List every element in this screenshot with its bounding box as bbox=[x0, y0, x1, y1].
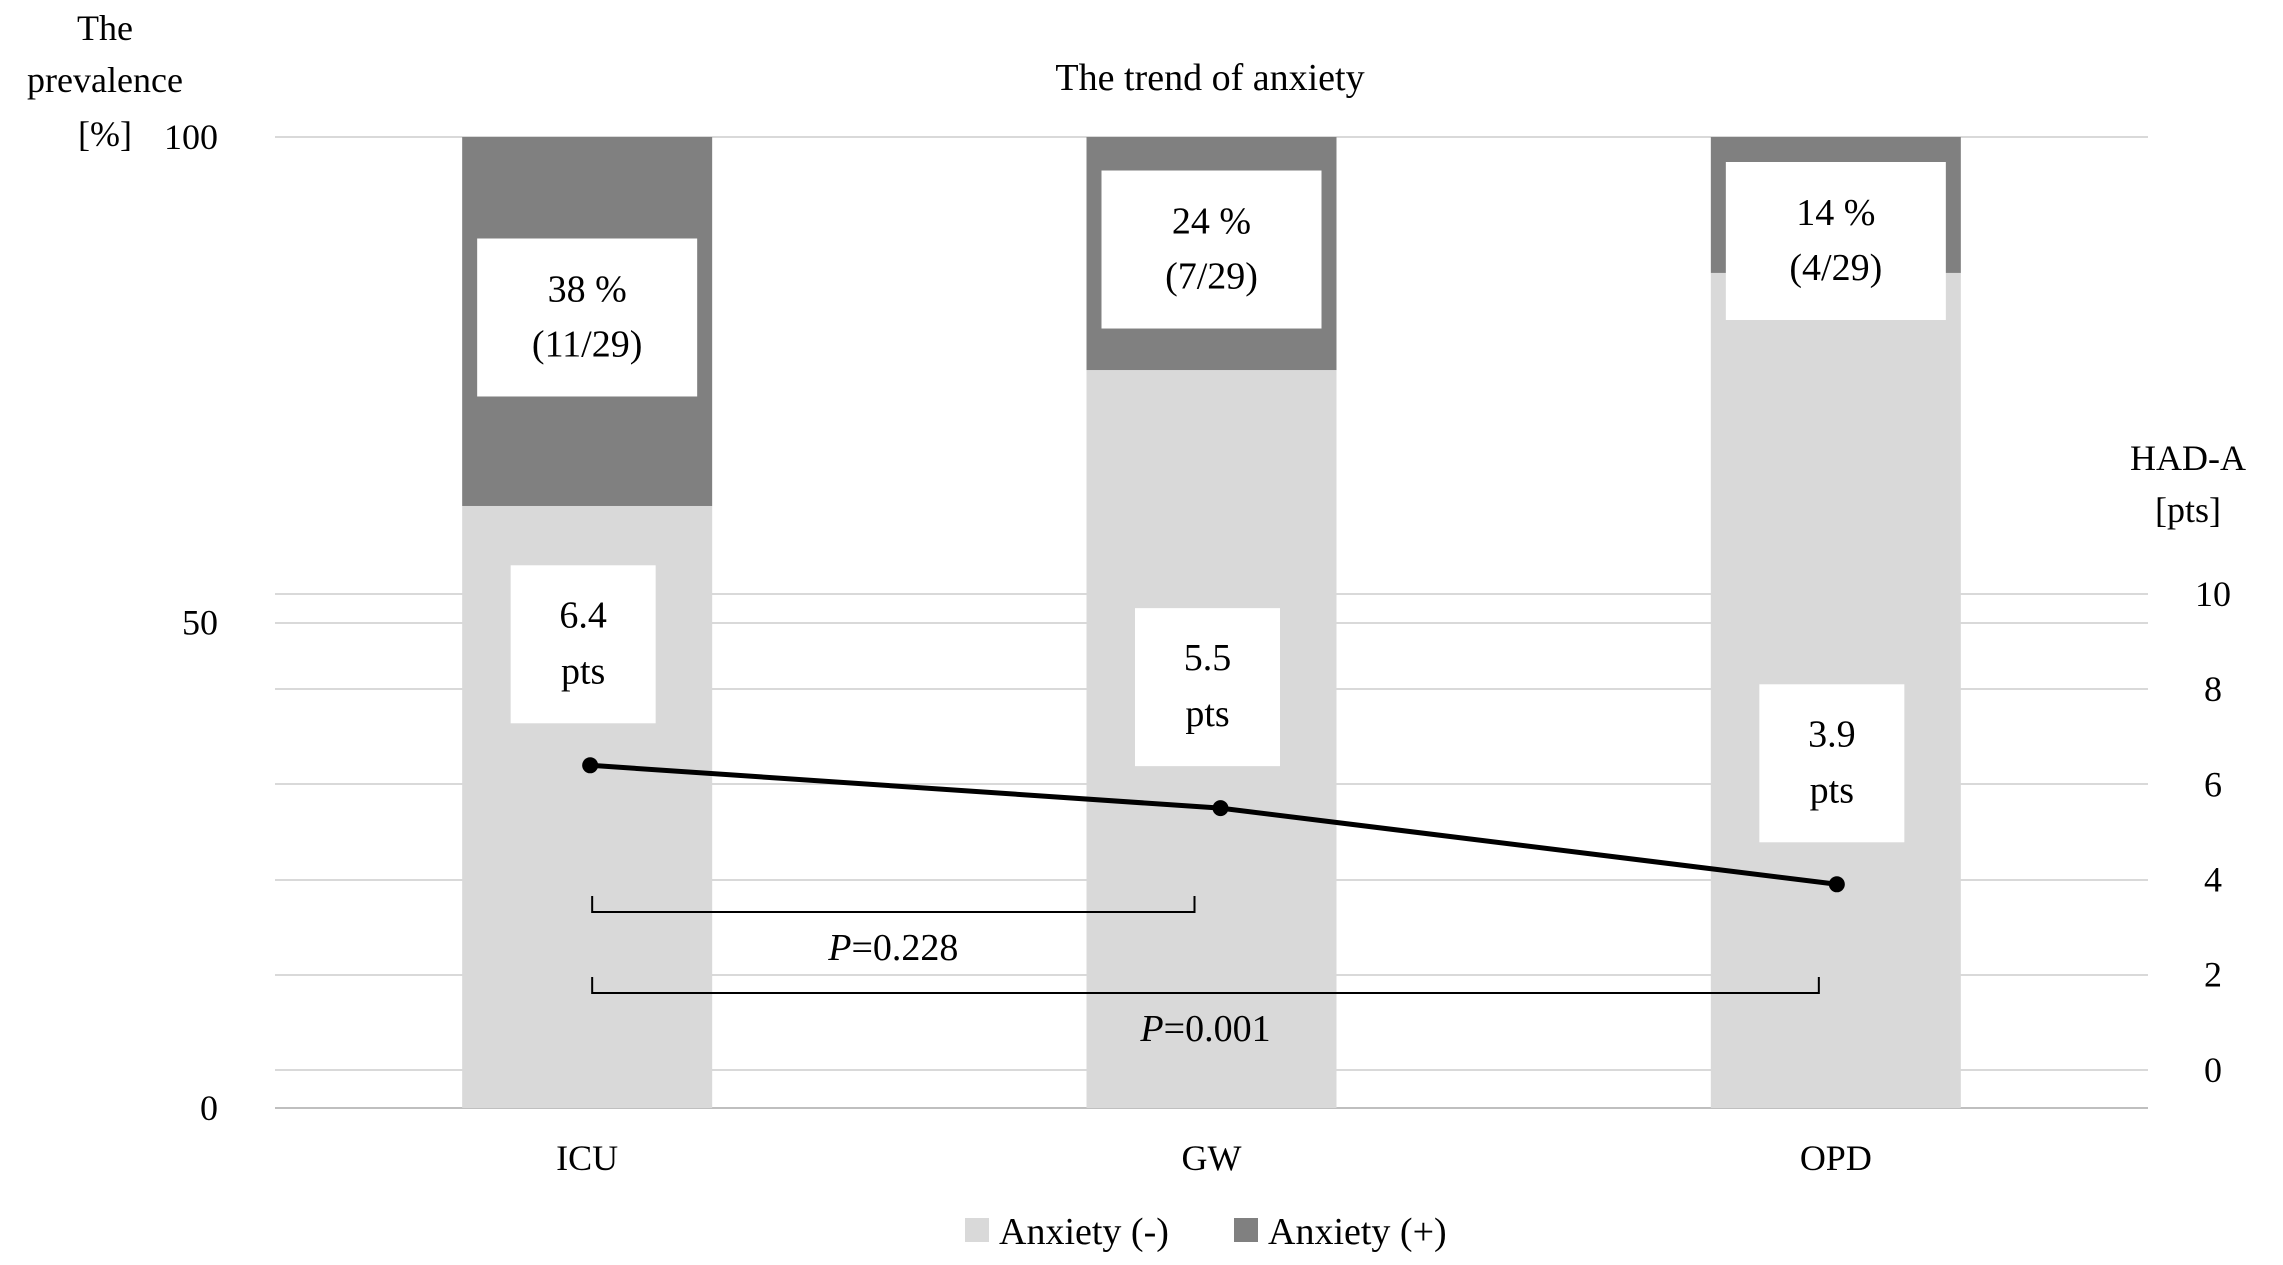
positive-percent-label: 24 % bbox=[1172, 201, 1251, 243]
left-axis-title-line: prevalence bbox=[27, 60, 183, 100]
positive-label-box bbox=[477, 238, 698, 397]
positive-count-label: (7/29) bbox=[1165, 256, 1258, 298]
comparison-p-value: P=0.001 bbox=[1139, 1008, 1270, 1050]
right-axis-title: HAD-A [pts] bbox=[2130, 438, 2246, 530]
pts-label-box bbox=[510, 565, 656, 724]
legend: Anxiety (-) Anxiety (+) bbox=[965, 1211, 1447, 1253]
comparison-p-value: P=0.228 bbox=[827, 927, 958, 969]
value-boxes: 38 % (11/29) 24 % (7/29) 14 % (4/29) 6.4 pts 5.5… bbox=[477, 162, 1946, 843]
right-axis-title-line: [pts] bbox=[2155, 490, 2221, 530]
right-axis-title-line: HAD-A bbox=[2130, 438, 2246, 478]
legend-swatch-anxiety-negative bbox=[965, 1218, 989, 1242]
positive-label-box bbox=[1725, 162, 1946, 320]
pts-unit-label: pts bbox=[1810, 769, 1854, 811]
positive-count-label: (4/29) bbox=[1789, 247, 1882, 289]
positive-percent-label: 38 % bbox=[548, 268, 627, 310]
positive-percent-label: 14 % bbox=[1796, 192, 1875, 234]
left-axis-title: The prevalence [%] bbox=[27, 8, 183, 154]
category-label: OPD bbox=[1800, 1138, 1872, 1178]
right-axis-tick-label: 6 bbox=[2204, 764, 2222, 804]
pts-value-label: 5.5 bbox=[1184, 637, 1232, 679]
left-axis-tick-label: 100 bbox=[164, 117, 218, 157]
hada-line bbox=[582, 757, 1845, 893]
pts-unit-label: pts bbox=[1185, 693, 1229, 735]
positive-label-box bbox=[1101, 170, 1322, 329]
right-axis-tick-label: 0 bbox=[2204, 1050, 2222, 1090]
right-axis-tick-label: 8 bbox=[2204, 669, 2222, 709]
chart-title: The trend of anxiety bbox=[1055, 57, 1364, 99]
left-axis-title-line: The bbox=[77, 8, 133, 48]
hada-line-point bbox=[1828, 876, 1845, 893]
right-axis-tick-label: 2 bbox=[2204, 955, 2222, 995]
hada-line-point bbox=[1212, 800, 1229, 817]
pts-value-label: 6.4 bbox=[559, 594, 607, 636]
comparison-brackets: P=0.228 P=0.001 bbox=[591, 896, 1820, 1050]
axes: 0 50 100 0 2 4 6 8 10 ICU GW OPD bbox=[164, 117, 2231, 1178]
pts-value-label: 3.9 bbox=[1808, 713, 1856, 755]
category-label: ICU bbox=[556, 1138, 618, 1178]
left-axis-tick-label: 50 bbox=[182, 603, 218, 643]
positive-count-label: (11/29) bbox=[532, 323, 642, 365]
left-axis-title-line: [%] bbox=[78, 114, 132, 154]
legend-label: Anxiety (+) bbox=[1268, 1211, 1447, 1253]
left-axis-tick-label: 0 bbox=[200, 1088, 218, 1128]
legend-label: Anxiety (-) bbox=[999, 1211, 1169, 1253]
pts-unit-label: pts bbox=[561, 650, 605, 692]
right-axis-tick-label: 10 bbox=[2195, 574, 2231, 614]
legend-swatch-anxiety-positive bbox=[1234, 1218, 1258, 1242]
right-axis-tick-label: 4 bbox=[2204, 860, 2222, 900]
comparison-bracket bbox=[591, 896, 1196, 913]
comparison-bracket bbox=[591, 977, 1820, 994]
pts-label-box bbox=[1135, 608, 1280, 767]
hada-line-point bbox=[582, 757, 599, 774]
pts-label-box bbox=[1759, 684, 1905, 843]
category-label: GW bbox=[1182, 1138, 1242, 1178]
